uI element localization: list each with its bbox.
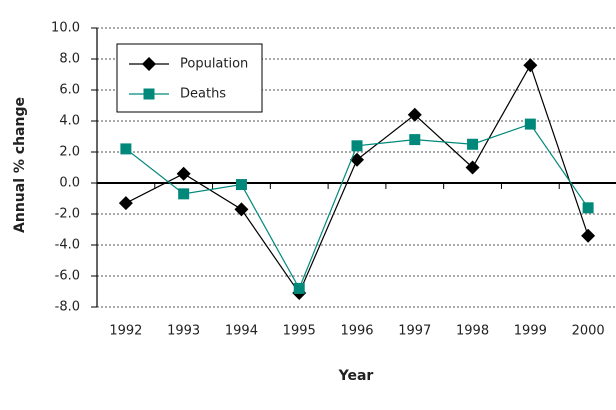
y-tick-label: 4.0	[59, 114, 80, 129]
y-axis-label: Annual % change	[12, 97, 28, 233]
marker	[234, 202, 249, 217]
marker	[235, 179, 247, 191]
legend-marker	[143, 88, 155, 100]
x-tick-label: 1995	[283, 324, 316, 339]
legend-label: Population	[180, 57, 248, 72]
y-tick-label: 8.0	[59, 52, 80, 67]
marker	[465, 160, 480, 175]
y-tick-label: 6.0	[59, 83, 80, 98]
marker	[351, 140, 363, 152]
marker	[118, 196, 133, 211]
y-tick-label: -4.0	[55, 238, 80, 253]
marker	[407, 107, 422, 122]
y-tick-label: 2.0	[59, 145, 80, 160]
y-tick-label: -8.0	[55, 300, 80, 315]
marker	[178, 188, 190, 200]
x-tick-label: 1994	[225, 324, 258, 339]
x-tick-label: 1999	[514, 324, 547, 339]
x-tick-label: 1992	[109, 324, 142, 339]
x-axis-label: Year	[338, 368, 374, 384]
marker	[581, 228, 596, 243]
legend-box	[116, 43, 263, 113]
y-tick-label: 0.0	[59, 176, 80, 191]
y-tick-label: -2.0	[55, 207, 80, 222]
x-tick-label: 1996	[340, 324, 373, 339]
marker	[350, 152, 364, 167]
x-tick-label: 1993	[167, 324, 200, 339]
marker	[176, 166, 191, 181]
marker	[293, 282, 305, 294]
legend-marker	[142, 57, 156, 71]
legend-label: Deaths	[180, 87, 226, 102]
y-tick-label: -6.0	[55, 269, 80, 284]
marker	[582, 202, 594, 214]
x-tick-label: 1997	[398, 324, 431, 339]
x-tick-label: 1998	[456, 324, 489, 339]
marker	[524, 118, 536, 130]
marker	[467, 138, 479, 150]
y-tick-label: 10.0	[51, 21, 80, 36]
marker	[523, 58, 538, 73]
x-tick-label: 2000	[572, 324, 605, 339]
marker	[120, 143, 132, 155]
marker	[409, 134, 421, 146]
